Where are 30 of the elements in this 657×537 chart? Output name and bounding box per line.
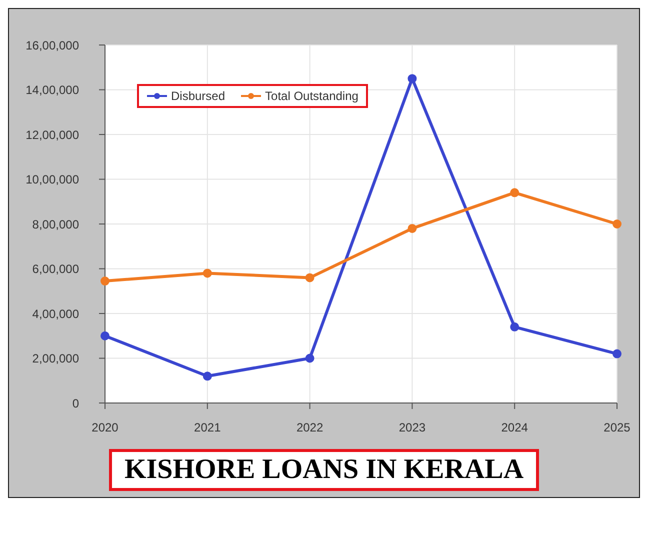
legend-label: Total Outstanding: [264, 89, 358, 103]
point: [202, 372, 212, 381]
legend-label: Disbursed: [170, 89, 226, 103]
y-tick-label: 8,00,000: [32, 217, 80, 232]
point: [100, 276, 110, 286]
point: [100, 331, 110, 340]
y-tick-label: 14,00,000: [26, 83, 80, 98]
point: [202, 268, 212, 278]
point: [612, 220, 622, 228]
x-tick-label: 2025: [604, 420, 631, 435]
y-tick-label: 0: [72, 396, 80, 410]
point: [305, 273, 314, 282]
point: [612, 349, 622, 358]
point: [408, 74, 417, 84]
y-tick-label: 4,00,000: [32, 306, 80, 321]
x-tick-label: 2021: [194, 420, 222, 435]
y-tick-label: 2,00,000: [32, 352, 80, 366]
text: KISHORE LOANS IN KERALA: [109, 449, 539, 491]
x-tick-label: 2023: [398, 420, 426, 435]
y-tick-label: 16,00,000: [26, 38, 80, 52]
point: [510, 322, 520, 332]
x-tick-label: 2020: [92, 420, 119, 435]
y-tick-label: 6,00,000: [32, 262, 80, 276]
point: [408, 224, 417, 233]
x-tick-label: 2024: [501, 420, 528, 435]
point: [510, 188, 520, 198]
point: [305, 354, 314, 363]
y-tick-label: 12,00,000: [26, 128, 80, 142]
y-tick-label: 10,00,000: [26, 172, 80, 187]
x-tick-label: 2022: [296, 420, 324, 435]
